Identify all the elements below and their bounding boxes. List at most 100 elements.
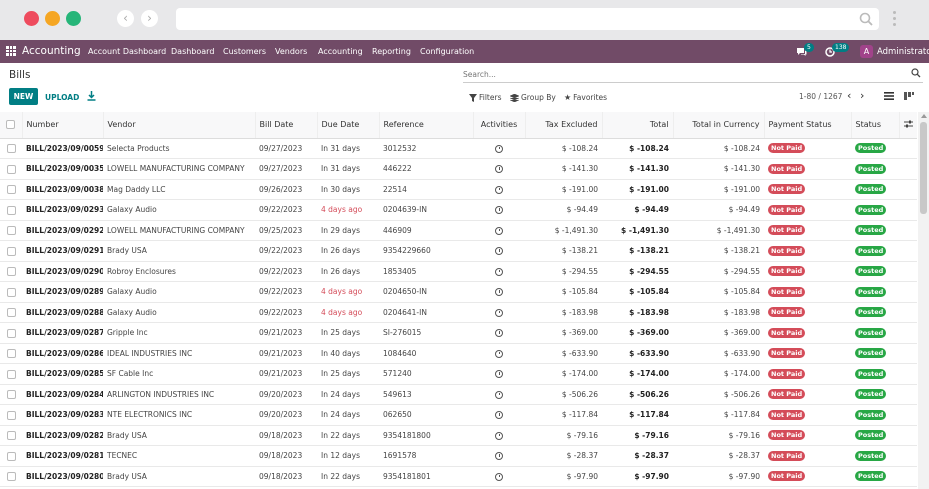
column-header-activities[interactable]: Activities	[473, 112, 526, 139]
table-row[interactable]: BILL/2023/09/0059 Selecta Products 09/27/2…	[0, 138, 917, 159]
table-row[interactable]: BILL/2023/09/0285 SF Cable Inc 09/21/2023 I…	[0, 363, 917, 385]
row-checkbox[interactable]	[0, 363, 22, 385]
row-checkbox[interactable]	[0, 220, 22, 241]
search-input[interactable]	[463, 67, 893, 81]
row-checkbox[interactable]	[0, 404, 22, 426]
window-close-button[interactable]	[24, 11, 39, 26]
activity-clock-icon[interactable]	[473, 199, 525, 221]
scrollbar[interactable]	[918, 112, 929, 489]
apps-menu-icon[interactable]	[6, 46, 16, 56]
menu-reporting[interactable]: Reporting	[372, 47, 411, 56]
pager-value[interactable]: 1-80 / 1267	[799, 92, 843, 101]
activity-clock-icon[interactable]	[473, 158, 525, 180]
activity-clock-icon[interactable]	[473, 261, 525, 282]
row-checkbox[interactable]	[0, 425, 22, 446]
row-checkbox[interactable]	[0, 445, 22, 467]
list-view-icon[interactable]	[884, 91, 894, 101]
user-menu[interactable]: A Administrator	[860, 44, 929, 59]
optional-columns-toggle[interactable]	[899, 112, 917, 139]
row-checkbox[interactable]	[0, 179, 22, 200]
activity-clock-icon[interactable]	[473, 179, 525, 200]
search-icon[interactable]	[859, 12, 873, 26]
upload-button[interactable]: UPLOAD	[45, 93, 80, 102]
column-header-due-date[interactable]: Due Date	[317, 112, 380, 139]
row-checkbox[interactable]	[0, 343, 22, 364]
activity-clock-icon[interactable]	[473, 445, 525, 467]
activity-button[interactable]: 138	[825, 43, 850, 59]
menu-customers[interactable]: Customers	[223, 47, 267, 56]
table-row[interactable]: BILL/2023/09/0038 Mag Daddy LLC 09/26/2023…	[0, 179, 917, 200]
activity-clock-icon[interactable]	[473, 384, 525, 405]
app-brand[interactable]: Accounting	[22, 45, 81, 57]
menu-accounting[interactable]: Accounting	[318, 47, 363, 56]
row-checkbox[interactable]	[0, 261, 22, 282]
new-button[interactable]: NEW	[9, 88, 38, 105]
table-row[interactable]: BILL/2023/09/0293 Galaxy Audio 09/22/2023 4…	[0, 199, 917, 221]
table-row[interactable]: BILL/2023/09/0290 Robroy Enclosures 09/22/…	[0, 261, 917, 282]
pager-next-icon[interactable]: ›	[860, 89, 865, 102]
menu-dashboard[interactable]: Dashboard	[171, 47, 215, 56]
table-row[interactable]: BILL/2023/09/0288 Galaxy Audio 09/22/2023 4…	[0, 302, 917, 323]
forward-arrow-icon[interactable]: ›	[141, 10, 158, 27]
page-title[interactable]: Bills	[9, 69, 31, 81]
row-checkbox[interactable]	[0, 138, 22, 159]
table-row[interactable]: BILL/2023/09/0289 Galaxy Audio 09/22/2023 4…	[0, 281, 917, 303]
back-arrow-icon[interactable]: ‹	[117, 10, 134, 27]
table-row[interactable]: BILL/2023/09/0283 NTE ELECTRONICS INC 09/2…	[0, 404, 917, 426]
table-row[interactable]: BILL/2023/09/0292 LOWELL MANUFACTURING CO…	[0, 220, 917, 241]
row-checkbox[interactable]	[0, 199, 22, 221]
scrollbar-thumb[interactable]	[920, 122, 927, 214]
favorites-button[interactable]: ★ Favorites	[564, 93, 607, 102]
filters-button[interactable]: Filters	[469, 93, 501, 102]
address-bar[interactable]	[176, 8, 879, 30]
table-row[interactable]: BILL/2023/09/0284 ARLINGTON INDUSTRIES IN…	[0, 384, 917, 405]
activity-clock-icon[interactable]	[473, 302, 525, 323]
row-checkbox[interactable]	[0, 240, 22, 262]
activity-clock-icon[interactable]	[473, 425, 525, 446]
menu-account-dashboard[interactable]: Account Dashboard	[88, 47, 167, 56]
row-checkbox[interactable]	[0, 322, 22, 344]
column-header-vendor[interactable]: Vendor	[103, 112, 256, 139]
activity-clock-icon[interactable]	[473, 322, 525, 344]
download-icon[interactable]	[87, 91, 96, 101]
browser-menu-icon[interactable]	[893, 11, 897, 27]
column-header-tax-excluded[interactable]: Tax Excluded	[525, 112, 603, 139]
activity-clock-icon[interactable]	[473, 220, 525, 241]
table-row[interactable]: BILL/2023/09/0282 Brady USA 09/18/2023 In 2…	[0, 425, 917, 446]
scroll-up-icon[interactable]	[921, 114, 927, 118]
table-row[interactable]: BILL/2023/09/0286 IDEAL INDUSTRIES INC 09/…	[0, 343, 917, 364]
column-header-total-in-currency[interactable]: Total in Currency	[673, 112, 765, 139]
row-checkbox[interactable]	[0, 302, 22, 323]
row-checkbox[interactable]	[0, 281, 22, 303]
column-header-status[interactable]: Status	[851, 112, 900, 139]
activity-clock-icon[interactable]	[473, 138, 525, 159]
table-row[interactable]: BILL/2023/09/0291 Brady USA 09/22/2023 In 2…	[0, 240, 917, 262]
column-header-bill-date[interactable]: Bill Date	[255, 112, 318, 139]
group-by-button[interactable]: Group By	[510, 93, 556, 102]
menu-vendors[interactable]: Vendors	[275, 47, 308, 56]
row-checkbox[interactable]	[0, 384, 22, 405]
table-row[interactable]: BILL/2023/09/0280 Brady USA 09/18/2023 In 2…	[0, 466, 917, 487]
menu-configuration[interactable]: Configuration	[420, 47, 475, 56]
pager-previous-icon[interactable]: ‹	[847, 89, 852, 102]
activity-clock-icon[interactable]	[473, 240, 525, 262]
row-checkbox[interactable]	[0, 158, 22, 180]
activity-clock-icon[interactable]	[473, 343, 525, 364]
table-row[interactable]: BILL/2023/09/0281 TECNEC 09/18/2023 In 12 d…	[0, 445, 917, 467]
activity-clock-icon[interactable]	[473, 363, 525, 385]
table-row[interactable]: BILL/2023/09/0035 LOWELL MANUFACTURING CO…	[0, 158, 917, 180]
select-all-checkbox[interactable]	[0, 112, 23, 139]
activity-clock-icon[interactable]	[473, 404, 525, 426]
activity-clock-icon[interactable]	[473, 281, 525, 303]
activity-clock-icon[interactable]	[473, 466, 525, 487]
column-header-total[interactable]: Total	[602, 112, 674, 139]
row-checkbox[interactable]	[0, 466, 22, 487]
table-row[interactable]: BILL/2023/09/0287 Gripple Inc 09/21/2023 In…	[0, 322, 917, 344]
kanban-view-icon[interactable]	[904, 91, 914, 101]
column-header-reference[interactable]: Reference	[379, 112, 474, 139]
chat-button[interactable]: 5	[796, 43, 814, 59]
column-header-payment-status[interactable]: Payment Status	[764, 112, 852, 139]
column-header-number[interactable]: Number	[22, 112, 104, 139]
window-minimize-button[interactable]	[45, 11, 60, 26]
window-maximize-button[interactable]	[66, 11, 81, 26]
